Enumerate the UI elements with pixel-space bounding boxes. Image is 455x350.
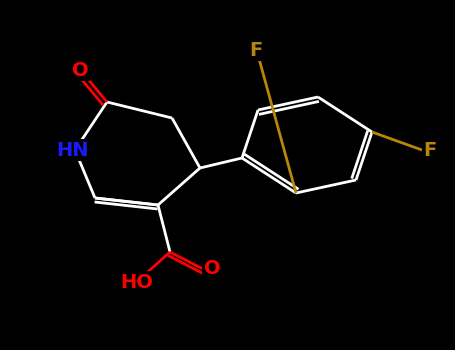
Text: HO: HO — [121, 273, 153, 292]
Text: F: F — [249, 41, 263, 60]
Text: O: O — [72, 61, 88, 79]
Text: F: F — [423, 140, 437, 160]
Text: HN: HN — [56, 140, 88, 160]
Text: O: O — [204, 259, 220, 278]
